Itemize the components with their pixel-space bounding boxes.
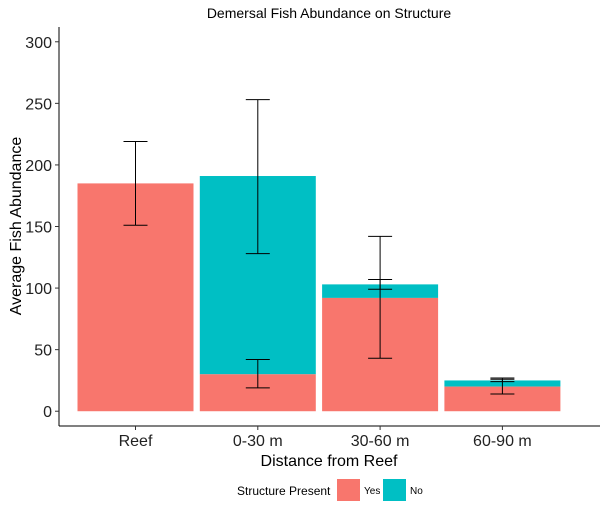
y-tick-label: 100: [25, 281, 52, 298]
plot-bars: [77, 176, 561, 412]
legend-swatch-no: [383, 479, 406, 501]
chart-title: Demersal Fish Abundance on Structure: [207, 5, 452, 21]
error-bar-yes-0: [123, 141, 148, 226]
y-ticks: 0 50 100 150 200 250 300: [25, 35, 59, 421]
y-tick-label: 300: [25, 35, 52, 52]
x-tick-label: 0-30 m: [233, 433, 283, 450]
error-bar-yes-2: [368, 235, 393, 359]
error-bar-no-3: [490, 378, 515, 383]
error-bar-yes-1: [245, 359, 270, 389]
y-tick-label: 50: [34, 343, 52, 360]
error-bar-no-2: [368, 278, 393, 290]
y-tick-label: 0: [43, 404, 52, 421]
error-bar-no-1: [245, 99, 270, 255]
x-tick-label: 30-60 m: [351, 433, 410, 450]
legend-title: Structure Present: [237, 484, 331, 498]
legend-swatch-yes: [337, 479, 360, 501]
legend: Structure Present Yes No: [237, 479, 423, 501]
x-tick-label: 60-90 m: [473, 433, 532, 450]
plot-error-bars: [123, 99, 515, 395]
y-tick-label: 150: [25, 220, 52, 237]
legend-label-no: No: [410, 486, 423, 497]
y-axis-title: Average Fish Abundance: [8, 137, 25, 316]
x-axis-title: Distance from Reef: [261, 453, 398, 470]
legend-label-yes: Yes: [364, 486, 380, 497]
y-tick-label: 200: [25, 158, 52, 175]
y-tick-label: 250: [25, 96, 52, 113]
x-tick-label: Reef: [119, 433, 153, 450]
x-ticks: Reef 0-30 m 30-60 m 60-90 m: [119, 426, 532, 450]
